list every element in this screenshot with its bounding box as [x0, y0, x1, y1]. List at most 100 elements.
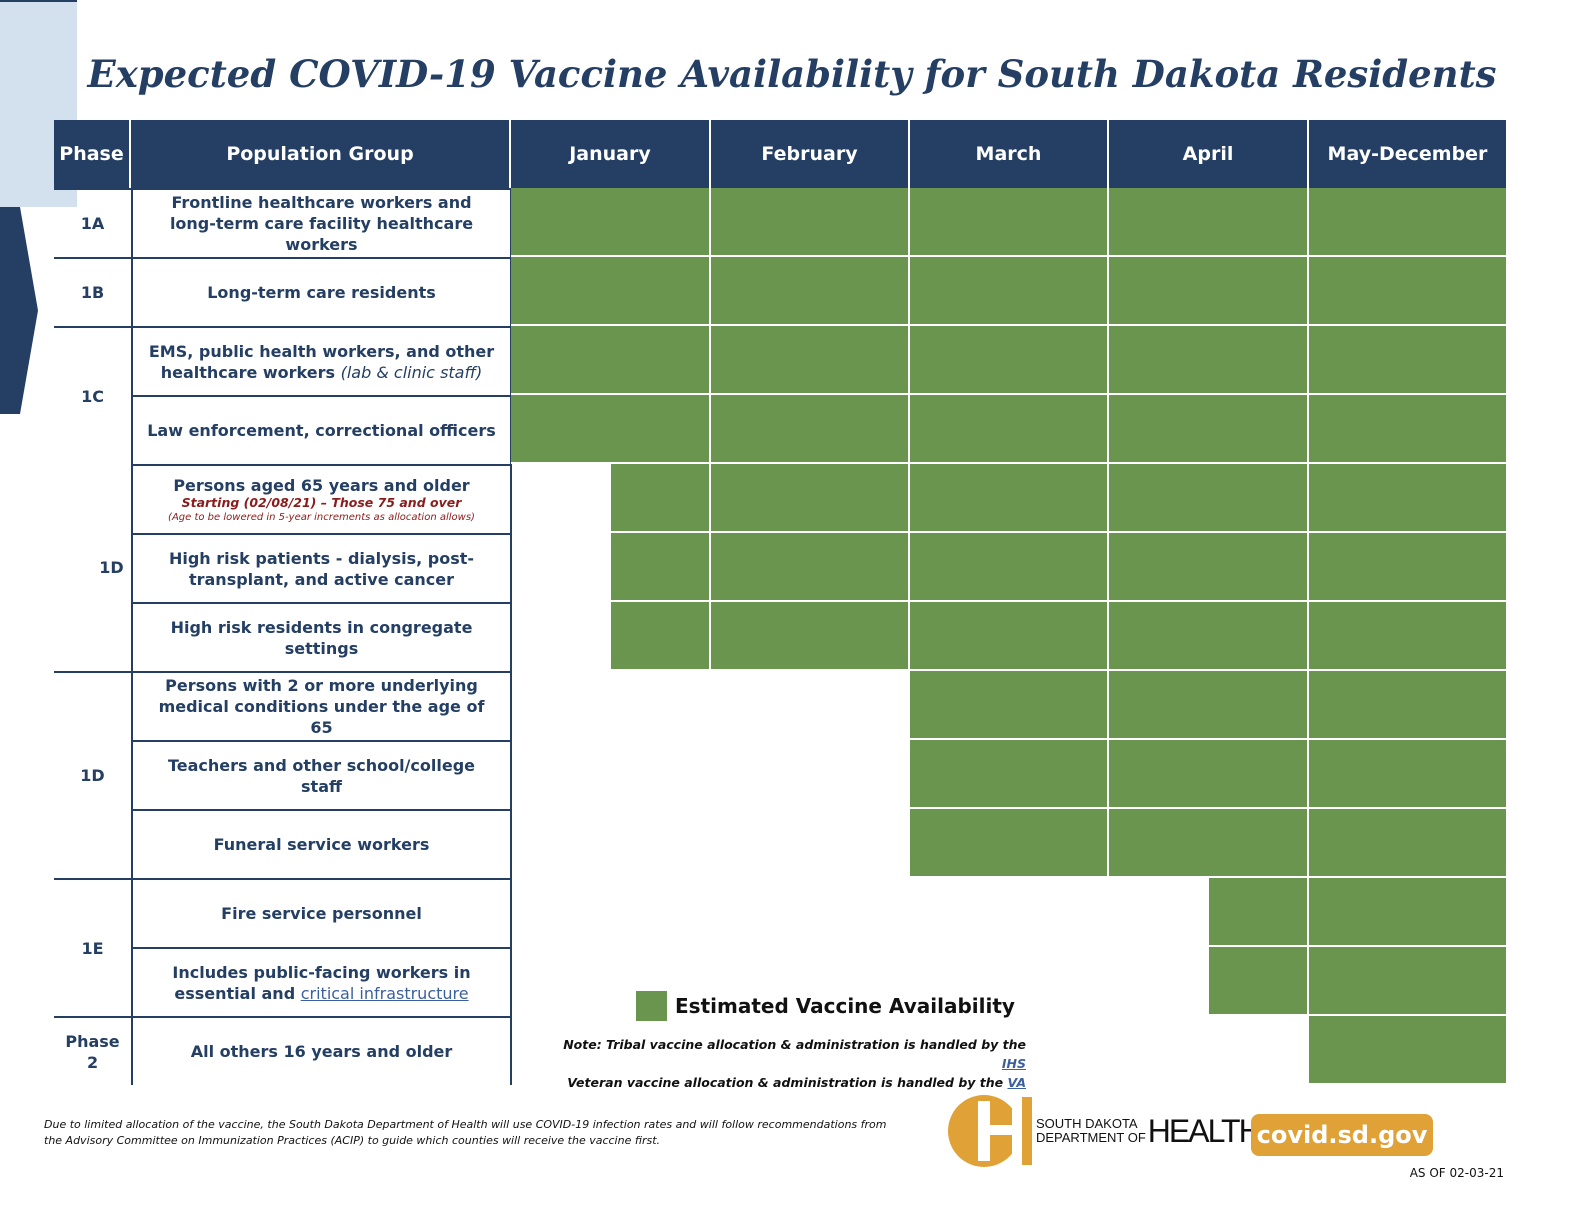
critical-infrastructure-link[interactable]: critical infrastructure: [300, 983, 469, 1003]
population-group-label: Persons aged 65 years and older: [173, 476, 469, 495]
availability-cell-april: [1109, 740, 1309, 809]
availability-cell-april: [1109, 602, 1309, 671]
availability-cell-may-december: [1309, 257, 1508, 326]
population-group-label: Long-term care residents: [207, 282, 436, 303]
availability-cell-may-december: [1309, 464, 1508, 533]
header-may-december: May-December: [1309, 120, 1508, 188]
logo-line1: SOUTH DAKOTA: [1036, 1116, 1138, 1131]
group-text: High risk patients - dialysis, post-tran…: [168, 548, 475, 589]
availability-cell-may-december: [1309, 947, 1508, 1016]
population-group-cell: Fire service personnel: [131, 878, 512, 947]
availability-cell-april: [1209, 878, 1309, 947]
availability-cell-march: [910, 740, 1109, 809]
note-tribal: Note: Tribal vaccine allocation & admini…: [563, 1037, 1026, 1052]
availability-cell-march: [910, 188, 1109, 257]
population-group-label: EMS, public health workers, and other he…: [147, 341, 496, 383]
group-text: Includes public-facing workers in essent…: [172, 962, 471, 1003]
group-text: Funeral service workers: [213, 835, 430, 854]
note-veteran: Veteran vaccine allocation & administrat…: [567, 1075, 1004, 1090]
legend-swatch: [636, 991, 667, 1021]
phase-label: 1D: [99, 558, 124, 577]
phase-label: 1D: [54, 671, 131, 878]
availability-cell-february: [711, 533, 910, 602]
population-group-label: Fire service personnel: [221, 903, 422, 924]
group-text: All others 16 years and older: [190, 1042, 453, 1061]
availability-cell-may-december: [1309, 533, 1508, 602]
we-are-here-label: we are here: [5, 470, 21, 565]
availability-cell-march: [910, 464, 1109, 533]
note: Note: Tribal vaccine allocation & admini…: [540, 1035, 1026, 1092]
footer-disclaimer: Due to limited allocation of the vaccine…: [44, 1118, 887, 1147]
availability-cell-may-december: [1309, 395, 1508, 464]
group-age-note: (Age to be lowered in 5-year increments …: [168, 511, 475, 523]
availability-cell-april: [1109, 188, 1309, 257]
population-group-label: Frontline healthcare workers and long-te…: [147, 192, 496, 255]
population-group-cell: High risk patients - dialysis, post-tran…: [131, 533, 512, 602]
header-march: March: [910, 120, 1109, 188]
header-january: January: [511, 120, 711, 188]
availability-cell-may-december: [1309, 188, 1508, 257]
availability-cell-january: [511, 326, 711, 395]
availability-cell-january: [511, 188, 711, 257]
availability-cell-may-december: [1309, 740, 1508, 809]
availability-cell-may-december: [1309, 809, 1508, 878]
population-group-cell: Teachers and other school/college staff: [131, 740, 512, 809]
population-group-cell: Persons with 2 or more underlying medica…: [131, 671, 512, 740]
sd-health-logo: SOUTH DAKOTA DEPARTMENT OF HEALTH: [948, 1095, 1262, 1167]
group-start-date: Starting (02/08/21) – Those 75 and over: [181, 494, 462, 510]
availability-cell-april: [1109, 395, 1309, 464]
availability-cell-april: [1109, 326, 1309, 395]
ihs-link[interactable]: IHS: [1001, 1056, 1026, 1071]
group-text: Long-term care residents: [207, 283, 436, 302]
population-group-label: Funeral service workers: [214, 834, 430, 855]
va-link[interactable]: VA: [1007, 1075, 1027, 1090]
availability-cell-january: [611, 602, 711, 671]
population-group-cell: High risk residents in congregate settin…: [131, 602, 512, 671]
header-april: April: [1109, 120, 1309, 188]
population-group-label: Law enforcement, correctional officers: [147, 420, 496, 441]
header-phase: Phase: [54, 120, 131, 188]
population-group-cell: Frontline healthcare workers and long-te…: [131, 188, 512, 257]
header-february: February: [711, 120, 910, 188]
availability-cell-march: [910, 671, 1109, 740]
legend: Estimated Vaccine Availability: [636, 991, 1015, 1021]
group-text: Frontline healthcare workers and long-te…: [169, 193, 474, 254]
group-text: High risk residents in congregate settin…: [170, 617, 473, 658]
availability-cell-april: [1109, 671, 1309, 740]
availability-cell-may-december: [1309, 671, 1508, 740]
phase-label: Phase 2: [54, 1016, 131, 1085]
population-group-cell: Persons aged 65 years and older Starting …: [131, 464, 512, 533]
vaccine-schedule-table: Phase Population Group January February Marc…: [0, 0, 1508, 1085]
as-of-date: AS OF 02-03-21: [1409, 1166, 1504, 1180]
header-population-group: Population Group: [131, 120, 511, 188]
availability-cell-march: [910, 257, 1109, 326]
logo-line2: DEPARTMENT OF: [1036, 1130, 1146, 1145]
group-text: Persons aged 65 years and older: [173, 475, 470, 495]
availability-cell-may-december: [1309, 602, 1508, 671]
availability-cell-may-december: [1309, 326, 1508, 395]
group-text: Teachers and other school/college staff: [167, 755, 475, 796]
logo-health: HEALTH: [1147, 1112, 1262, 1149]
population-group-cell: Includes public-facing workers in essent…: [131, 947, 512, 1016]
availability-cell-january: [511, 257, 711, 326]
availability-cell-march: [910, 533, 1109, 602]
group-text: Persons with 2 or more underlying medica…: [158, 676, 485, 737]
availability-cell-february: [711, 464, 910, 533]
population-group-cell: Law enforcement, correctional officers: [131, 395, 512, 464]
website-link[interactable]: covid.sd.gov: [1251, 1114, 1433, 1156]
health-logo-icon: [948, 1095, 1032, 1167]
availability-cell-february: [711, 188, 910, 257]
availability-cell-march: [910, 326, 1109, 395]
group-text: Law enforcement, correctional officers: [147, 421, 496, 440]
population-group-label: Teachers and other school/college staff: [147, 755, 496, 797]
phase-label: 1E: [54, 878, 131, 1016]
availability-cell-march: [910, 809, 1109, 878]
phase-label: 1B: [54, 257, 131, 326]
population-group-label: Includes public-facing workers in essent…: [147, 962, 496, 1004]
availability-cell-february: [711, 602, 910, 671]
availability-cell-march: [910, 602, 1109, 671]
availability-cell-may-december: [1309, 1016, 1508, 1085]
population-group-label: High risk patients - dialysis, post-tran…: [147, 548, 496, 590]
population-group-cell: EMS, public health workers, and other he…: [131, 326, 512, 395]
group-text: EMS, public health workers, and other he…: [148, 341, 495, 382]
